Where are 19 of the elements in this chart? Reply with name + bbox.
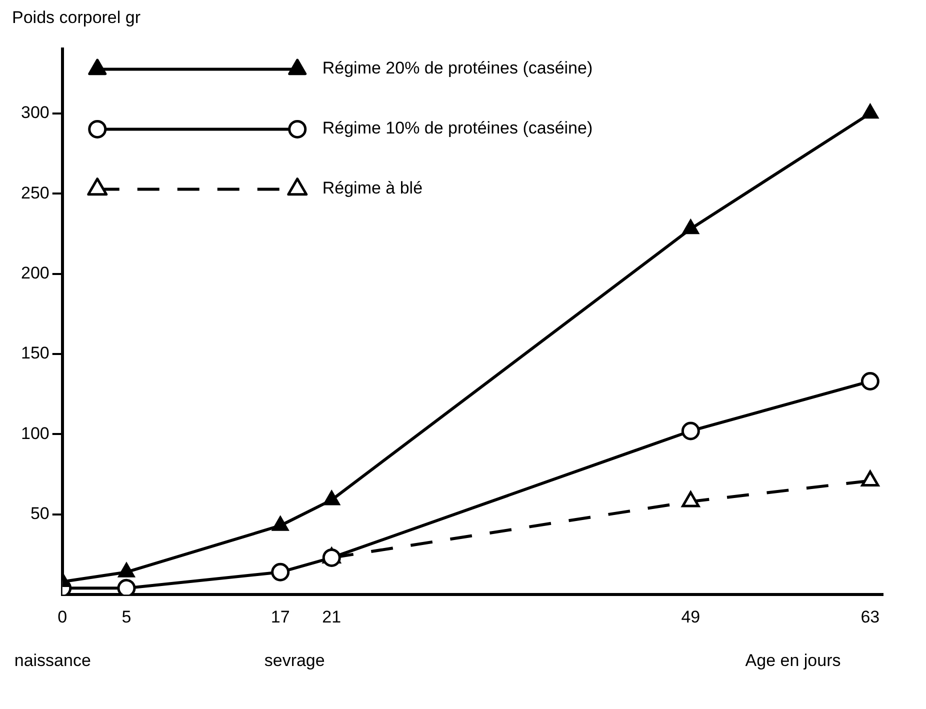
y-tick-label: 50 bbox=[30, 504, 50, 524]
legend-label: Régime à blé bbox=[322, 178, 423, 198]
x-tick-label: 21 bbox=[322, 607, 342, 626]
y-tick-label: 150 bbox=[20, 344, 50, 363]
y-tick-label: 200 bbox=[20, 263, 50, 282]
y-tick-label: 100 bbox=[20, 424, 50, 443]
y-tick-label: 300 bbox=[20, 103, 50, 122]
y-axis-title: Poids corporel gr bbox=[11, 8, 142, 29]
text: naissance bbox=[14, 650, 91, 670]
y-tick-label: 250 bbox=[20, 183, 50, 202]
x-tick-label: 17 bbox=[270, 607, 290, 626]
x-axis-title: Age en jours bbox=[745, 650, 841, 670]
x-tick-label: 0 bbox=[58, 607, 68, 626]
x-tick-label: 5 bbox=[122, 607, 132, 626]
x-tick-label: 63 bbox=[860, 607, 880, 626]
x-tick-label: 49 bbox=[681, 607, 700, 626]
text: sevrage bbox=[264, 650, 325, 670]
legend-label: Régime 10% de protéines (caséine) bbox=[322, 118, 593, 138]
legend-label: Régime 20% de protéines (caséine) bbox=[322, 58, 593, 78]
